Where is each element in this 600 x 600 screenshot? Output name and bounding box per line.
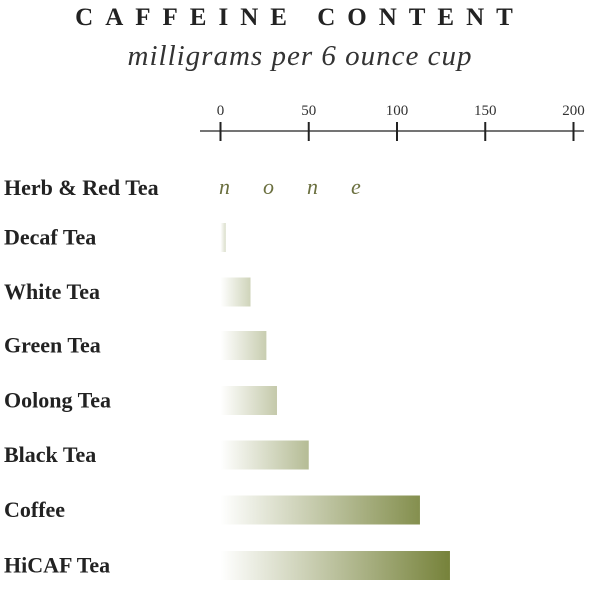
bar — [220, 551, 450, 580]
category-label: Oolong Tea — [4, 388, 111, 413]
x-tick-label: 200 — [562, 103, 585, 119]
bar — [220, 277, 251, 307]
chart-subtitle: milligrams per 6 ounce cup — [127, 40, 473, 72]
bar — [220, 223, 226, 252]
x-tick-label: 100 — [386, 103, 409, 119]
category-label: White Tea — [4, 279, 100, 304]
category-label: HiCAF Tea — [4, 553, 110, 578]
bar — [220, 440, 309, 470]
x-tick-label: 0 — [217, 103, 225, 119]
category-label: Decaf Tea — [4, 225, 96, 250]
category-label: Coffee — [4, 497, 65, 522]
none-annotation-letter: e — [351, 174, 361, 199]
bar — [220, 495, 420, 525]
chart-title: CAFFEINE CONTENT — [75, 4, 525, 31]
bar — [220, 386, 277, 415]
bar — [220, 331, 267, 360]
x-tick-label: 50 — [301, 103, 316, 119]
x-tick-label: 150 — [474, 103, 497, 119]
none-annotation-letter: n — [219, 174, 230, 199]
none-annotation-letter: n — [307, 174, 318, 199]
category-label: Green Tea — [4, 333, 101, 358]
category-label: Herb & Red Tea — [4, 175, 159, 200]
none-annotation-letter: o — [263, 174, 274, 199]
category-label: Black Tea — [4, 442, 96, 467]
